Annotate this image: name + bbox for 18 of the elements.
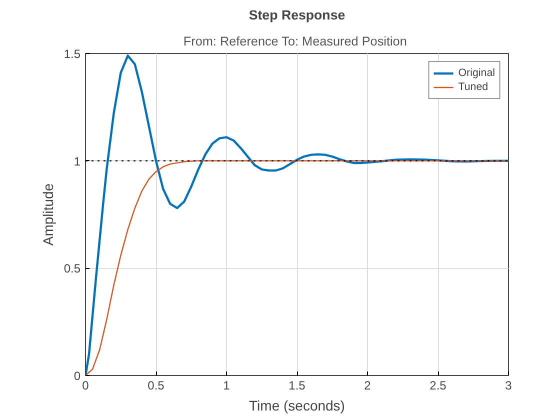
x-tick-label: 2.5 xyxy=(430,378,447,392)
chart-subtitle: From: Reference To: Measured Position xyxy=(183,34,407,48)
y-tick-label: 0 xyxy=(74,369,81,383)
x-axis-title: Time (seconds) xyxy=(249,398,345,414)
x-tick-label: 2 xyxy=(364,378,372,392)
y-tick-label: 1.5 xyxy=(64,47,81,61)
y-tick-label: 0.5 xyxy=(64,262,81,276)
y-tick-label: 1 xyxy=(74,154,81,168)
x-tick-label: 0.5 xyxy=(148,378,165,392)
x-tick-label: 0 xyxy=(82,378,90,392)
y-axis-title: Amplitude xyxy=(40,183,56,246)
x-tick-label: 1.5 xyxy=(288,378,306,392)
line-series xyxy=(86,54,508,376)
x-tick-label: 1 xyxy=(223,378,230,392)
x-tick-label: 3 xyxy=(505,378,512,392)
legend-label: Tuned xyxy=(458,80,488,94)
legend-label: Original xyxy=(458,66,495,80)
chart-title: Step Response xyxy=(248,8,346,22)
